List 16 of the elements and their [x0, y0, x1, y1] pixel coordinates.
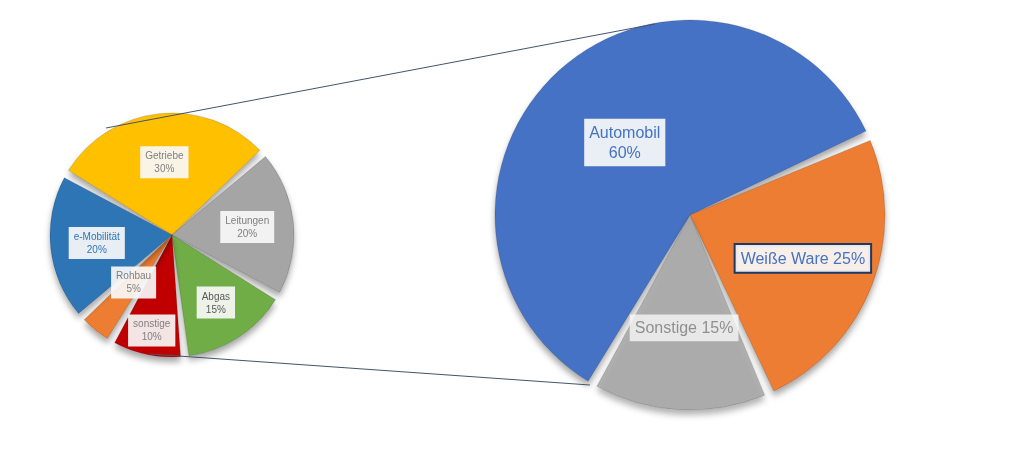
slice-label: Leitungen [225, 215, 270, 227]
data-label: 20% [86, 243, 107, 255]
slice-label: sonstige [133, 318, 171, 330]
slice-label: Getriebe [145, 150, 184, 162]
data-label: 10% [141, 331, 162, 343]
slice-label: Abgas [201, 290, 231, 302]
data-label: 20% [237, 228, 258, 240]
data-label: 5% [126, 283, 141, 295]
slice-label: Sonstige 15% [634, 319, 734, 337]
slice-label: Automobil [589, 123, 661, 141]
data-label: 30% [154, 163, 175, 175]
slice-label: e-Mobilität [73, 230, 121, 242]
slice-label: Weiße Ware 25% [740, 249, 866, 267]
data-label: 15% [205, 303, 226, 315]
slice-label: Rohbau [116, 270, 152, 282]
data-label: 60% [608, 144, 641, 162]
